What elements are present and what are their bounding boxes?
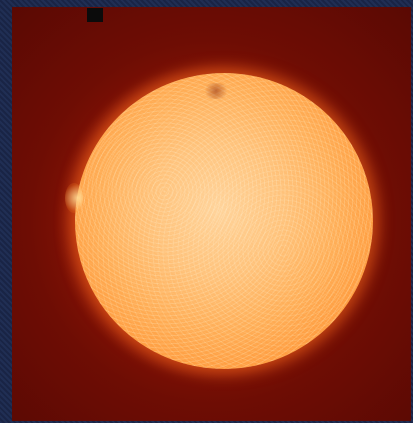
top-limb-dark-spot: [202, 83, 230, 99]
corner-dark-marker: [87, 8, 103, 22]
sun-image-panel: [12, 7, 411, 421]
sun-disk: [75, 73, 373, 369]
surface-granulation-texture: [75, 73, 373, 369]
left-limb-prominence: [65, 183, 83, 213]
